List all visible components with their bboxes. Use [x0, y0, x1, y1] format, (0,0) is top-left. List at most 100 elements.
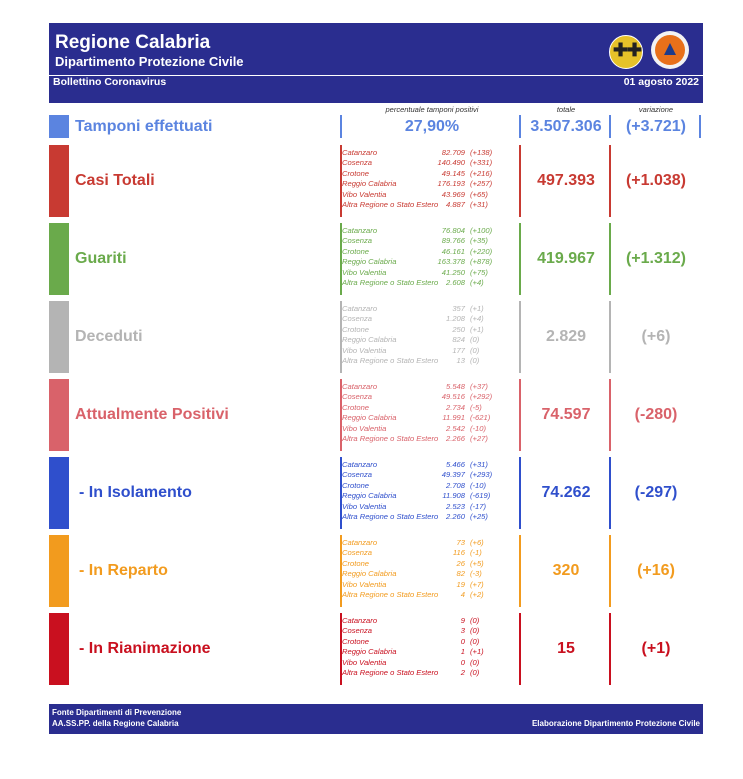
section-total: 74.597 [541, 406, 591, 423]
province-name: Cosenza [342, 158, 372, 168]
province-value: 4 [460, 590, 465, 599]
section-variation: (+16) [637, 562, 675, 579]
province-delta: (+1) [470, 304, 484, 313]
tamponi-variation: (+3.721) [625, 118, 687, 135]
province-value: 2.734 [445, 402, 465, 412]
province-name: Vibo Valentia [342, 501, 387, 511]
tamponi-divider [340, 115, 342, 138]
column-divider [519, 379, 521, 451]
section-color-bar [49, 301, 69, 373]
province-delta: (+2) [470, 590, 484, 599]
province-value: 4.887 [445, 200, 465, 209]
footer-credit: Elaborazione Dipartimento Protezione Civ… [531, 719, 700, 728]
section-label: - In Reparto [79, 562, 168, 579]
province-delta: (+37) [470, 382, 488, 391]
variation-column-header: variazione [638, 105, 674, 114]
province-delta: (+5) [470, 558, 484, 568]
section-total: 74.262 [541, 484, 591, 501]
province-delta: (+25) [470, 512, 488, 521]
province-name: Cosenza [342, 548, 372, 558]
section-color-bar [49, 223, 69, 295]
province-delta: (+138) [470, 148, 493, 157]
column-divider [519, 613, 521, 685]
province-name: Altra Regione o Stato Estero [342, 278, 439, 287]
province-name: Altra Regione o Stato Estero [342, 668, 439, 677]
section-variation: (+1.038) [625, 172, 687, 189]
tamponi-divider [699, 115, 701, 138]
province-name: Crotone [342, 636, 370, 646]
column-divider [519, 223, 521, 295]
civil-protection-logo-icon [651, 31, 689, 69]
province-delta: (-619) [470, 491, 491, 501]
province-value: 49.145 [441, 168, 465, 178]
province-delta: (+4) [470, 314, 484, 324]
province-value: 2.608 [445, 278, 465, 287]
province-name: Crotone [342, 246, 370, 256]
province-delta: (+7) [470, 579, 484, 589]
province-value: 2.523 [445, 501, 465, 511]
province-name: Catanzaro [342, 616, 378, 625]
province-value: 82.709 [441, 148, 465, 157]
province-value: 824 [452, 335, 465, 345]
province-delta: (+331) [470, 158, 493, 168]
province-delta: (0) [470, 335, 480, 345]
province-delta: (+220) [470, 246, 493, 256]
province-value: 250 [452, 324, 465, 334]
province-name: Crotone [342, 324, 370, 334]
province-name: Reggio Calabria [342, 413, 397, 423]
section-total: 15 [557, 640, 575, 657]
header-divider [49, 75, 703, 89]
region-title: Regione Calabria [55, 32, 211, 53]
province-delta: (+6) [470, 538, 484, 547]
province-name: Altra Regione o Stato Estero [342, 590, 439, 599]
province-value: 19 [456, 579, 465, 589]
province-name: Catanzaro [342, 304, 378, 313]
province-value: 82 [456, 569, 465, 579]
province-value: 11.991 [442, 413, 465, 423]
province-delta: (0) [470, 345, 480, 355]
province-name: Reggio Calabria [342, 179, 397, 189]
column-divider [340, 223, 342, 295]
province-delta: (+27) [470, 434, 488, 443]
province-delta: (-621) [470, 413, 491, 423]
region-crest-icon: ✚ ✚ [609, 35, 643, 69]
province-delta: (+31) [470, 200, 488, 209]
province-name: Vibo Valentia [342, 267, 387, 277]
province-delta: (0) [470, 636, 480, 646]
province-name: Crotone [342, 168, 370, 178]
province-name: Altra Regione o Stato Estero [342, 512, 439, 521]
province-value: 41.250 [441, 267, 465, 277]
section-color-bar [49, 535, 69, 607]
tamponi-label: Tamponi effettuati [75, 118, 213, 135]
section-color-bar [49, 457, 69, 529]
province-value: 163.378 [437, 257, 465, 267]
section-variation: (+1) [641, 640, 671, 657]
province-name: Altra Regione o Stato Estero [342, 356, 439, 365]
province-delta: (-10) [470, 423, 487, 433]
column-divider [609, 301, 611, 373]
province-delta: (0) [470, 657, 480, 667]
section-variation: (-297) [634, 484, 678, 501]
province-delta: (+75) [470, 267, 488, 277]
section-rianimazione: - In Rianimazione Catanzaro 9 (0) Cosenza 3 (0… [49, 613, 703, 685]
province-delta: (0) [470, 356, 480, 365]
province-name: Cosenza [342, 314, 372, 324]
province-delta: (+65) [470, 189, 488, 199]
province-value: 2.708 [445, 480, 465, 490]
province-name: Reggio Calabria [342, 257, 397, 267]
section-label: - In Isolamento [79, 484, 192, 501]
province-name: Catanzaro [342, 538, 378, 547]
province-name: Crotone [342, 480, 370, 490]
province-name: Cosenza [342, 392, 372, 402]
province-value: 11.908 [442, 491, 465, 501]
province-value: 73 [456, 538, 465, 547]
province-name: Catanzaro [342, 460, 378, 469]
tamponi-color-bar [49, 115, 69, 138]
percent-column-header: percentuale tamponi positivi [385, 105, 479, 114]
section-variation: (+1.312) [625, 250, 687, 267]
province-delta: (-10) [470, 480, 487, 490]
column-divider [609, 613, 611, 685]
province-value: 1 [460, 647, 465, 657]
section-deceduti: Deceduti Catanzaro 357 (+1) Cosenza 1.208 (+4)… [49, 301, 703, 373]
province-value: 176.193 [437, 179, 465, 189]
